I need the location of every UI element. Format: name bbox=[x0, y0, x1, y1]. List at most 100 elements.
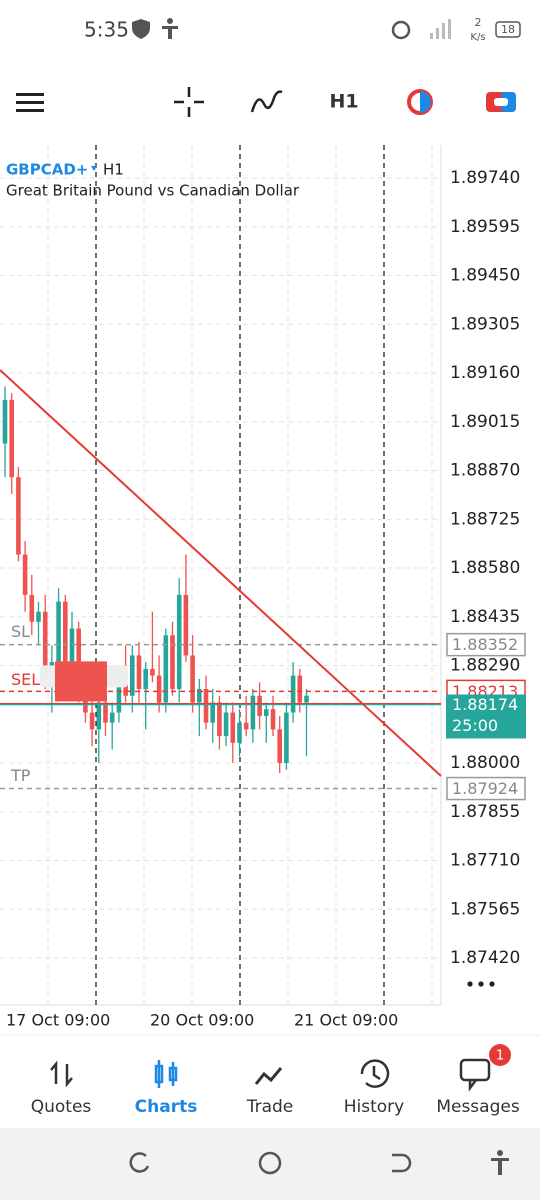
price-tick-label: 1.88290 bbox=[450, 656, 520, 676]
price-tick-label: 1.88725 bbox=[450, 509, 520, 529]
trade-button[interactable] bbox=[486, 92, 516, 112]
sl-price: 1.88352 bbox=[452, 635, 518, 654]
chart-area bbox=[0, 145, 442, 1006]
price-tick-label: 1.89740 bbox=[450, 168, 520, 188]
nav-label[interactable]: History bbox=[344, 1097, 404, 1117]
symbol[interactable]: GBPCAD+ bbox=[6, 161, 88, 179]
candle-body bbox=[217, 702, 222, 737]
tp-price: 1.87924 bbox=[452, 779, 518, 798]
trendline bbox=[0, 369, 442, 777]
more-dot bbox=[478, 981, 484, 987]
candle-body bbox=[96, 702, 102, 730]
candle-body bbox=[176, 594, 182, 690]
candle-body bbox=[29, 594, 35, 622]
tp-box bbox=[446, 776, 526, 801]
candle-body bbox=[2, 399, 8, 444]
price-tick-label: 1.89595 bbox=[450, 217, 520, 237]
candle-body bbox=[210, 702, 215, 723]
price-tick-label: 1.87855 bbox=[450, 802, 520, 822]
candle-body bbox=[89, 712, 95, 730]
candle-body bbox=[290, 675, 296, 713]
nav-label[interactable]: Messages bbox=[436, 1097, 520, 1117]
messages-badge: 1 bbox=[496, 1049, 504, 1064]
candle-body bbox=[197, 689, 202, 703]
badge bbox=[489, 1044, 511, 1066]
symbol-dropdown[interactable] bbox=[91, 166, 97, 171]
quotes-icon bbox=[50, 1060, 73, 1088]
price-tick-label: 1.89160 bbox=[450, 363, 520, 383]
nav-label[interactable]: Trade bbox=[246, 1097, 294, 1117]
recents-button[interactable] bbox=[129, 1152, 150, 1173]
bid-price: 1.88174 bbox=[452, 695, 518, 714]
more-dot bbox=[489, 981, 495, 987]
objects-button[interactable] bbox=[407, 89, 433, 115]
price-tick-label: 1.88870 bbox=[450, 461, 520, 481]
crosshair-button[interactable] bbox=[174, 87, 204, 117]
price-tick-label: 1.88580 bbox=[450, 558, 520, 578]
candle-body bbox=[250, 695, 256, 730]
sell-label: SELL bbox=[11, 670, 49, 689]
candle-body bbox=[297, 675, 303, 703]
bid-box bbox=[446, 694, 526, 739]
candle-body bbox=[16, 477, 21, 555]
timeframe-button[interactable]: H1 bbox=[329, 91, 358, 113]
accessibility-icon bbox=[162, 18, 178, 39]
more-dot bbox=[467, 981, 473, 987]
charts-icon bbox=[154, 1060, 178, 1088]
date-label: 20 Oct 09:00 bbox=[150, 1011, 254, 1030]
clock: 5:35 bbox=[84, 18, 129, 42]
price-tick-label: 1.87710 bbox=[450, 851, 520, 871]
candle-body bbox=[270, 709, 276, 730]
back-button[interactable] bbox=[392, 1153, 412, 1173]
candle-body bbox=[237, 722, 242, 743]
battery-level: 18 bbox=[501, 23, 515, 36]
candle-body bbox=[163, 635, 169, 703]
candle-body bbox=[203, 689, 209, 723]
indicators-button[interactable] bbox=[250, 90, 283, 113]
candle-body bbox=[136, 655, 142, 690]
candle-body bbox=[143, 668, 148, 690]
tp-label: TP bbox=[10, 766, 31, 785]
candle-body bbox=[109, 712, 115, 723]
nav-label[interactable]: Charts bbox=[135, 1097, 198, 1117]
chart-timeframe: H1 bbox=[103, 161, 124, 179]
price-tick-label: 1.89015 bbox=[450, 412, 520, 432]
accessibility-button[interactable] bbox=[491, 1150, 509, 1175]
price-tick-label: 1.89305 bbox=[450, 314, 520, 334]
price-tick-label: 1.88000 bbox=[450, 753, 520, 773]
candle-body bbox=[257, 695, 262, 716]
candle-body bbox=[230, 712, 236, 743]
home-button[interactable] bbox=[258, 1151, 282, 1175]
candle-body bbox=[190, 655, 195, 703]
candle-body bbox=[264, 709, 269, 716]
messages-icon bbox=[459, 1058, 491, 1092]
candle-body bbox=[170, 635, 175, 690]
candle-body bbox=[9, 399, 14, 478]
signal-icon bbox=[430, 19, 451, 39]
candle-body bbox=[69, 628, 75, 669]
candle-body bbox=[156, 675, 162, 703]
candle-body bbox=[183, 594, 189, 656]
sl-label: SL bbox=[11, 622, 30, 641]
sl-box bbox=[446, 632, 526, 657]
candle-body bbox=[123, 678, 128, 696]
price-tick-label: 1.87420 bbox=[450, 948, 520, 968]
trade-icon bbox=[254, 1067, 283, 1085]
alarm-icon bbox=[391, 20, 411, 40]
trade-marker bbox=[55, 661, 107, 702]
symbol-description: Great Britain Pound vs Canadian Dollar bbox=[6, 182, 300, 200]
price-tick-label: 1.89450 bbox=[450, 266, 520, 286]
nav-label[interactable]: Quotes bbox=[31, 1097, 92, 1117]
candle-body bbox=[304, 695, 309, 703]
candle-body bbox=[116, 678, 122, 713]
candle-body bbox=[150, 668, 155, 676]
candle-body bbox=[76, 628, 81, 690]
price-tick-label: 1.87565 bbox=[450, 899, 520, 919]
date-label: 21 Oct 09:00 bbox=[294, 1011, 398, 1030]
menu-button[interactable] bbox=[16, 93, 44, 112]
candle-body bbox=[277, 729, 282, 763]
price-tick-label: 1.88435 bbox=[450, 607, 520, 627]
candle-body bbox=[284, 712, 289, 763]
shield-icon bbox=[132, 19, 150, 39]
